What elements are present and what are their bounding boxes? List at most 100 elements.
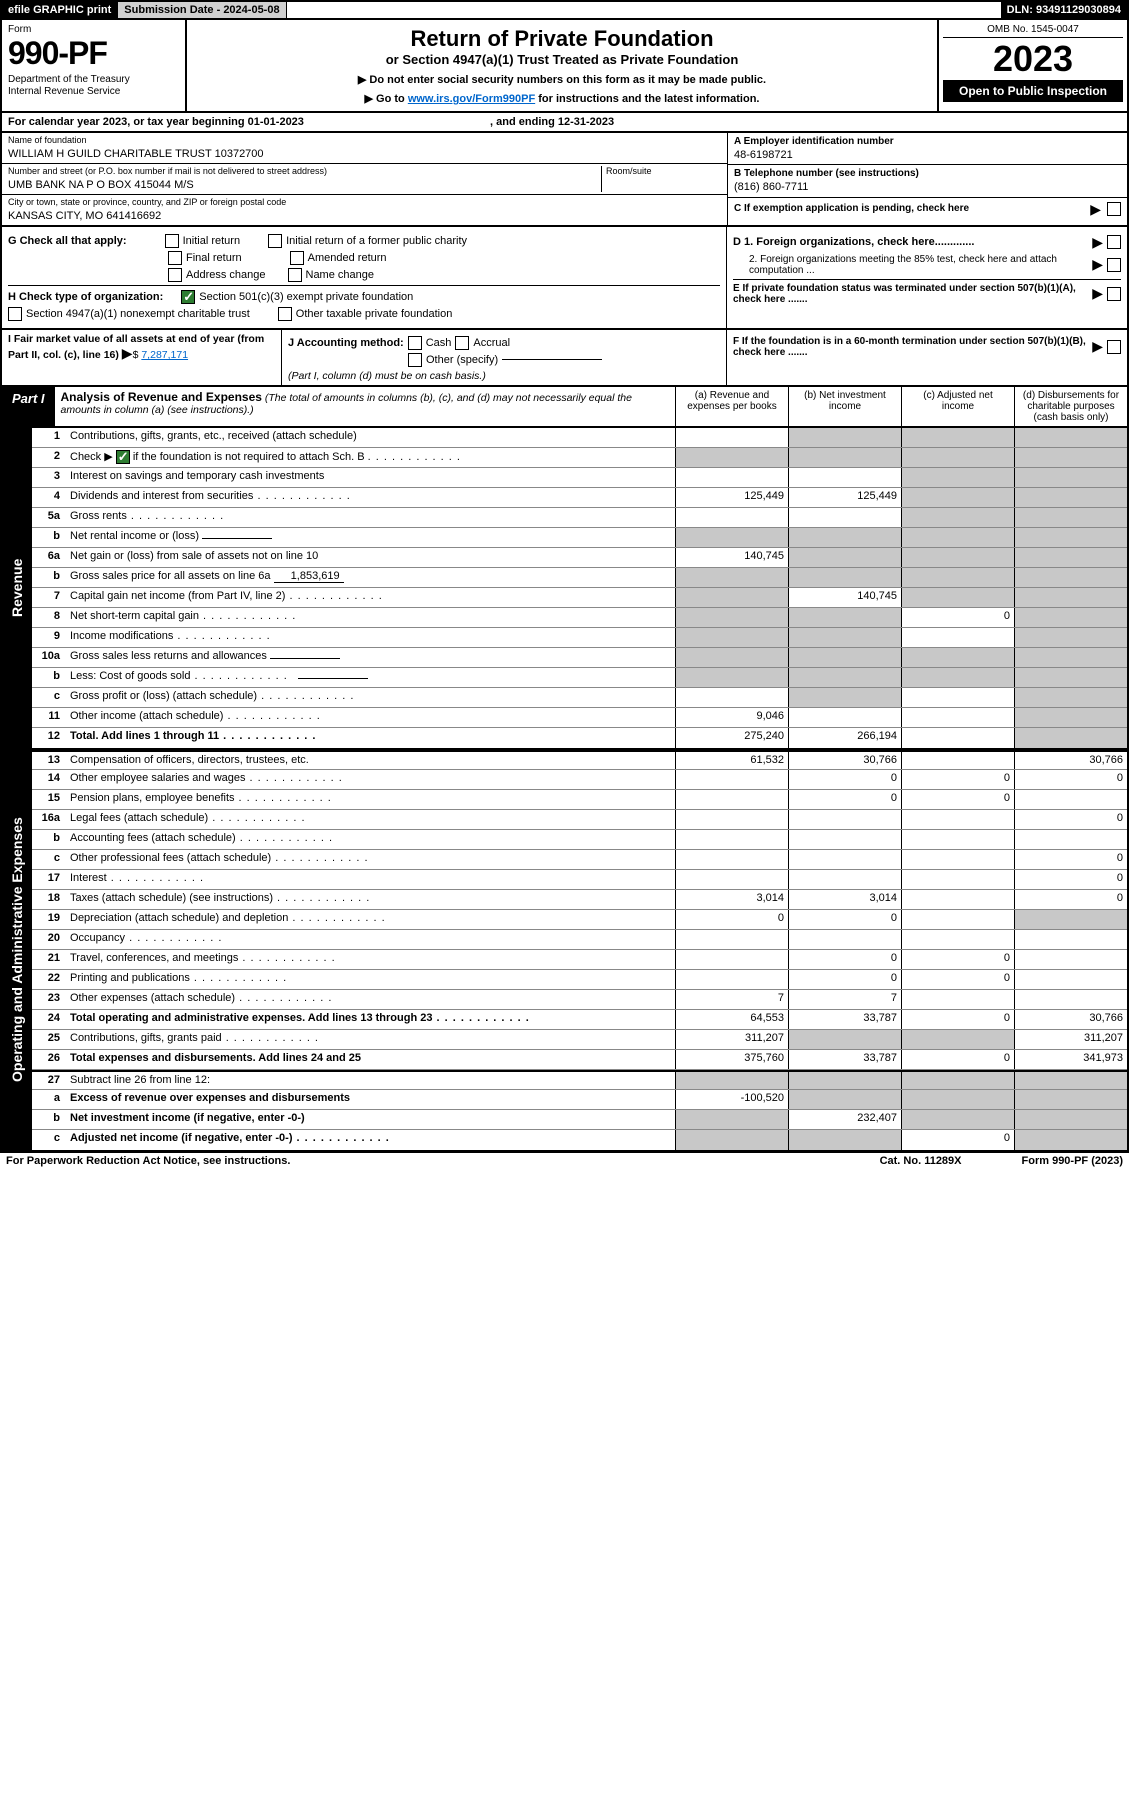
note2-post: for instructions and the latest informat…: [535, 93, 759, 105]
line-5a: Gross rents: [66, 508, 675, 527]
checkbox-sch-b[interactable]: [116, 450, 130, 464]
checkbox-initial-former[interactable]: [268, 234, 282, 248]
form-subtitle: or Section 4947(a)(1) Trust Treated as P…: [197, 52, 927, 67]
val-27a: -100,520: [675, 1090, 788, 1109]
col-c-header: (c) Adjusted net income: [901, 387, 1014, 426]
fmv-value[interactable]: 7,287,171: [141, 349, 188, 361]
goto-note: ▶ Go to www.irs.gov/Form990PF for instru…: [197, 92, 927, 105]
tax-year: 2023: [943, 38, 1123, 80]
checkbox-final-return[interactable]: [168, 251, 182, 265]
part1-label: Part I: [2, 387, 55, 426]
line-16b: Accounting fees (attach schedule): [66, 830, 675, 849]
val-18a: 3,014: [675, 890, 788, 909]
submission-date: Submission Date - 2024-05-08: [118, 2, 286, 18]
col-b-header: (b) Net investment income: [788, 387, 901, 426]
line-6a: Net gain or (loss) from sale of assets n…: [66, 548, 675, 567]
g-label: G Check all that apply:: [8, 235, 127, 247]
val-24b: 33,787: [788, 1010, 901, 1029]
page-footer: For Paperwork Reduction Act Notice, see …: [0, 1152, 1129, 1169]
checkbox-c[interactable]: [1107, 202, 1121, 216]
val-16ad: 0: [1014, 810, 1127, 829]
val-21b: 0: [788, 950, 901, 969]
arrow-icon: ▶: [1092, 285, 1103, 302]
opt-4947: Section 4947(a)(1) nonexempt charitable …: [26, 308, 250, 320]
line-16c: Other professional fees (attach schedule…: [66, 850, 675, 869]
name-label: Name of foundation: [8, 135, 721, 147]
opt-cash: Cash: [426, 337, 452, 349]
checkbox-address-change[interactable]: [168, 268, 182, 282]
val-19b: 0: [788, 910, 901, 929]
checkbox-cash[interactable]: [408, 336, 422, 350]
opt-final-return: Final return: [186, 252, 242, 264]
efile-label[interactable]: efile GRAPHIC print: [2, 2, 118, 18]
line-27c: Adjusted net income (if negative, enter …: [66, 1130, 675, 1150]
part1-title: Analysis of Revenue and Expenses: [61, 390, 262, 404]
line-8: Net short-term capital gain: [66, 608, 675, 627]
val-24d: 30,766: [1014, 1010, 1127, 1029]
form-label: Form: [8, 24, 179, 35]
opt-accrual: Accrual: [473, 337, 510, 349]
val-7b: 140,745: [788, 588, 901, 607]
fmv-label: I Fair market value of all assets at end…: [8, 333, 264, 361]
address-label: Number and street (or P.O. box number if…: [8, 166, 601, 178]
city-value: KANSAS CITY, MO 641416692: [8, 209, 721, 223]
val-8c: 0: [901, 608, 1014, 627]
val-25d: 311,207: [1014, 1030, 1127, 1049]
col-a-header: (a) Revenue and expenses per books: [675, 387, 788, 426]
val-23b: 7: [788, 990, 901, 1009]
line-27: Subtract line 26 from line 12:: [66, 1072, 675, 1089]
revenue-side-label: Revenue: [2, 428, 32, 748]
line-14: Other employee salaries and wages: [66, 770, 675, 789]
checkbox-name-change[interactable]: [288, 268, 302, 282]
val-15b: 0: [788, 790, 901, 809]
val-12b: 266,194: [788, 728, 901, 748]
line-1: Contributions, gifts, grants, etc., rece…: [66, 428, 675, 447]
val-24c: 0: [901, 1010, 1014, 1029]
val-12a: 275,240: [675, 728, 788, 748]
line-13: Compensation of officers, directors, tru…: [66, 752, 675, 769]
phone-value: (816) 860-7711: [734, 180, 1121, 194]
checkbox-501c3[interactable]: [181, 290, 195, 304]
checkbox-other-taxable[interactable]: [278, 307, 292, 321]
form-header: Form 990-PF Department of the Treasury I…: [0, 20, 1129, 113]
val-18b: 3,014: [788, 890, 901, 909]
line-4: Dividends and interest from securities: [66, 488, 675, 507]
line-11: Other income (attach schedule): [66, 708, 675, 727]
checkbox-4947[interactable]: [8, 307, 22, 321]
ein-value: 48-6198721: [734, 148, 1121, 162]
checkbox-initial-return[interactable]: [165, 234, 179, 248]
dept-label: Department of the Treasury Internal Reve…: [8, 74, 179, 98]
val-14c: 0: [901, 770, 1014, 789]
revenue-grid: Revenue 1Contributions, gifts, grants, e…: [0, 428, 1129, 750]
arrow-icon: ▶: [122, 345, 133, 361]
check-section-g: G Check all that apply: Initial return I…: [0, 227, 1129, 330]
checkbox-f[interactable]: [1107, 340, 1121, 354]
ein-label: A Employer identification number: [734, 135, 1121, 148]
checkbox-e[interactable]: [1107, 287, 1121, 301]
checkbox-amended-return[interactable]: [290, 251, 304, 265]
line-17: Interest: [66, 870, 675, 889]
arrow-icon: ▶: [1092, 234, 1103, 251]
checkbox-d1[interactable]: [1107, 235, 1121, 249]
checkbox-other-method[interactable]: [408, 353, 422, 367]
line-18: Taxes (attach schedule) (see instruction…: [66, 890, 675, 909]
fmv-section: I Fair market value of all assets at end…: [0, 330, 1129, 387]
paperwork-notice: For Paperwork Reduction Act Notice, see …: [6, 1155, 290, 1167]
f-label: F If the foundation is in a 60-month ter…: [733, 336, 1088, 358]
val-26b: 33,787: [788, 1050, 901, 1069]
d2-label: 2. Foreign organizations meeting the 85%…: [749, 254, 1088, 276]
line-27a: Excess of revenue over expenses and disb…: [66, 1090, 675, 1109]
note2-pre: ▶ Go to: [365, 93, 408, 105]
j-label: J Accounting method:: [288, 337, 404, 349]
checkbox-accrual[interactable]: [455, 336, 469, 350]
line-15: Pension plans, employee benefits: [66, 790, 675, 809]
opt-other-taxable: Other taxable private foundation: [296, 308, 453, 320]
d1-label: D 1. Foreign organizations, check here..…: [733, 236, 1088, 248]
checkbox-d2[interactable]: [1107, 258, 1121, 272]
val-23a: 7: [675, 990, 788, 1009]
opt-name-change: Name change: [306, 269, 375, 281]
line-19: Depreciation (attach schedule) and deple…: [66, 910, 675, 929]
val-18d: 0: [1014, 890, 1127, 909]
form-link[interactable]: www.irs.gov/Form990PF: [408, 93, 535, 105]
phone-label: B Telephone number (see instructions): [734, 167, 1121, 180]
